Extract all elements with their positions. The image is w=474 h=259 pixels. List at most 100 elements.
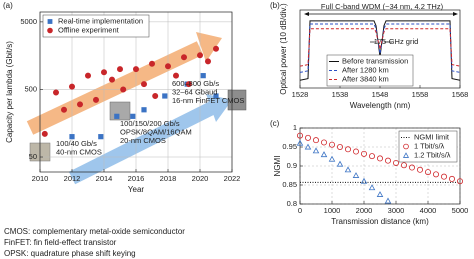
legend-label: Offline experiment [58, 25, 120, 34]
triangle-marker [360, 177, 368, 184]
circle-marker [448, 175, 455, 182]
annotation: 20-nm CMOS [120, 136, 166, 145]
annotation: OPSK/8QAM/16QAM [120, 127, 192, 136]
realtime-trend-head [206, 94, 232, 122]
circle-marker [152, 92, 159, 99]
triangle-marker [304, 143, 312, 150]
x-tick-label: 2010 [32, 174, 49, 183]
circle-marker [296, 132, 303, 139]
footnote: CMOS: complementary metal-oxide semicond… [4, 227, 185, 236]
y-axis-label: Capacity per lambda (Gbit/s) [5, 41, 14, 143]
y-tick-label: 0.85 [282, 180, 297, 189]
footnote: OPSK: quadrature phase shift keying [4, 249, 136, 258]
x-tick-label: 2020 [192, 174, 209, 183]
legend-label: After 1280 km [342, 65, 389, 74]
circle-marker [408, 164, 415, 171]
trend-arrows [26, 32, 232, 185]
circle-marker [403, 143, 409, 150]
x-axis-label: Wavelength (nm) [350, 101, 411, 110]
x-axis-label: Transmission distance (km) [331, 217, 429, 226]
x-tick-label: 0 [298, 206, 302, 215]
triangle-marker [352, 172, 360, 178]
circle-marker [41, 130, 48, 137]
circle-marker [312, 137, 319, 144]
footnote: FinFET: fin field-effect transistor [4, 238, 117, 247]
circle-marker [304, 134, 311, 141]
legend-label: 1 Tbit/s/λ [414, 141, 445, 150]
series-line [299, 28, 461, 67]
square-marker [213, 93, 219, 99]
circle-marker [185, 81, 192, 88]
circle-marker [69, 83, 76, 90]
x-tick-label: 2018 [160, 174, 177, 183]
legend-label: Before transmission [342, 56, 408, 65]
offline-trend [26, 41, 204, 135]
circle-marker [392, 159, 399, 166]
annotation: 100/40 Gb/s [56, 139, 97, 148]
circle-marker [93, 96, 100, 103]
circle-marker [196, 52, 203, 59]
circle-marker [384, 157, 391, 164]
plot-frame [299, 9, 461, 89]
circle-marker [53, 89, 60, 96]
annotation: 40-nm CMOS [56, 147, 102, 156]
circle-marker [400, 162, 407, 169]
chip-image [109, 101, 131, 121]
x-tick-label: 4000 [420, 206, 437, 215]
arrow-head [453, 12, 458, 16]
triangle-marker [384, 197, 392, 204]
x-tick-label: 2000 [356, 206, 373, 215]
square-marker [200, 73, 206, 79]
y-tick-label: 1 [293, 123, 297, 132]
legend-label: NGMI limit [414, 132, 450, 141]
circle-marker [432, 171, 439, 178]
x-tick-label: 2016 [128, 174, 145, 183]
x-tick-label: 3000 [388, 206, 405, 215]
annotation: 100/150/200 Gb/s [120, 119, 180, 128]
x-tick-label: 2022 [224, 174, 241, 183]
square-marker [69, 134, 75, 140]
circle-marker [77, 101, 84, 108]
circle-marker [204, 58, 211, 65]
y-tick-label: 0.9 [287, 161, 297, 170]
square-marker [47, 19, 53, 24]
circle-marker [164, 63, 171, 70]
circle-marker [376, 155, 383, 162]
legend-label: Real-time implementation [58, 16, 143, 25]
circle-marker [117, 66, 124, 73]
legend-label: After 3840 km [342, 74, 389, 83]
triangle-marker [344, 166, 352, 173]
circle-marker [120, 86, 127, 93]
circle-marker [61, 106, 68, 113]
triangle-marker [320, 151, 328, 158]
y-tick-label: 5000 [20, 17, 37, 26]
square-marker [162, 93, 168, 99]
triangle-marker [312, 147, 320, 154]
panel-label: (b) [270, 1, 280, 10]
circle-marker [328, 141, 335, 148]
legend-box [326, 54, 414, 87]
y-tick-label: 0.8 [287, 199, 297, 208]
circle-marker [140, 81, 147, 88]
x-axis-label: Year [128, 185, 145, 194]
x-tick-label: 2014 [96, 174, 113, 183]
plot-frame [39, 11, 233, 173]
circle-marker [344, 146, 351, 153]
circle-marker [101, 69, 108, 76]
y-axis-label: NGMI [273, 156, 282, 177]
y-tick-label: 0.95 [282, 142, 297, 151]
square-marker [141, 107, 147, 113]
square-marker [114, 113, 120, 119]
annotation: 16-nm FinFET CMOS [172, 96, 244, 105]
circle-marker [456, 178, 463, 185]
circle-marker [424, 169, 431, 176]
x-tick-label: 1558 [412, 90, 429, 99]
x-tick-label: 1528 [292, 90, 309, 99]
circle-marker [368, 153, 375, 160]
y-tick-label: 500 [24, 84, 37, 93]
circle-marker [148, 60, 155, 67]
circle-marker [85, 72, 92, 79]
offline-trend-head [196, 32, 222, 62]
panel-label: (c) [270, 119, 280, 128]
